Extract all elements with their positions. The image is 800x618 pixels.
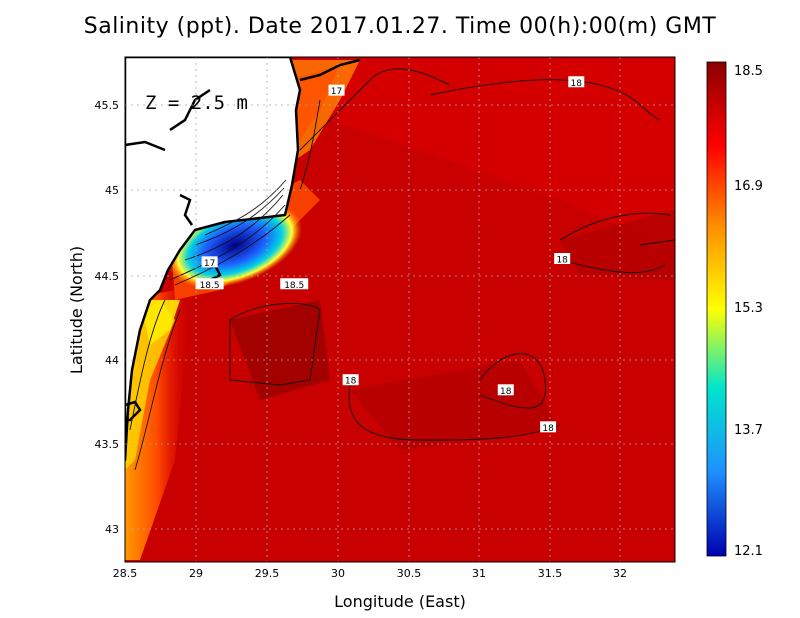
- contour-label-box: [497, 384, 514, 396]
- contour-label: 18: [345, 377, 357, 387]
- contour-label-box: [342, 374, 359, 386]
- contour-label-box: [201, 256, 218, 268]
- map-title: Salinity (ppt). Date 2017.01.27. Time 00…: [83, 14, 717, 39]
- y-axis-label: Latitude (North): [67, 246, 86, 374]
- x-tick: 31.5: [538, 567, 563, 580]
- land-mass: [125, 57, 302, 462]
- y-tick: 43: [105, 523, 119, 536]
- x-axis-label: Longitude (East): [334, 592, 466, 611]
- gridlines: [125, 57, 675, 562]
- y-ticks: 45.5 45 44.5 44 43.5 43: [95, 99, 120, 536]
- contour-label-box: [195, 278, 224, 290]
- contour-label-box: [280, 278, 309, 290]
- colorbar-label: 16.9: [734, 179, 763, 194]
- y-tick: 45: [105, 184, 119, 197]
- contour-label: 18.5: [200, 281, 220, 291]
- y-tick: 45.5: [95, 99, 120, 112]
- x-tick: 29: [189, 567, 203, 580]
- contour-label-box: [540, 421, 557, 433]
- x-tick: 31: [472, 567, 486, 580]
- plot-frame: [124, 56, 676, 563]
- contour-label-box: [328, 84, 345, 96]
- x-tick: 32: [613, 567, 627, 580]
- salinity-field: [125, 57, 675, 562]
- x-tick: 30.5: [397, 567, 422, 580]
- y-tick: 44.5: [95, 270, 120, 283]
- colorbar-label: 13.7: [734, 423, 763, 438]
- x-tick: 29.5: [255, 567, 280, 580]
- contour-label: 18: [556, 256, 568, 266]
- colorbar: [706, 61, 727, 557]
- colorbar-label: 18.5: [734, 64, 763, 79]
- y-tick: 43.5: [95, 438, 120, 451]
- contour-label: 18: [571, 79, 583, 89]
- contour-label: 18.5: [284, 281, 304, 291]
- contour-label: 17: [204, 259, 215, 269]
- contour-label-box: [554, 253, 571, 264]
- contour-label: 17: [331, 87, 342, 97]
- x-tick: 30: [331, 567, 345, 580]
- contour-label-box: [568, 76, 585, 88]
- x-tick: 28.5: [113, 567, 138, 580]
- colorbar-labels: 18.5 16.9 15.3 13.7 12.1: [734, 64, 763, 559]
- contour-labels: 17 18 18 18.5 18.5 17 18 18 18: [195, 76, 585, 434]
- x-ticks: 28.5 29 29.5 30 30.5 31 31.5 32: [113, 567, 627, 580]
- colorbar-label: 12.1: [734, 544, 763, 559]
- contour-lines: [129, 68, 675, 471]
- colorbar-label: 15.3: [734, 301, 763, 316]
- contour-label: 18: [500, 387, 512, 397]
- depth-label: Z = 2.5 m: [145, 92, 248, 114]
- y-tick: 44: [105, 354, 119, 367]
- contour-label: 18: [542, 424, 554, 434]
